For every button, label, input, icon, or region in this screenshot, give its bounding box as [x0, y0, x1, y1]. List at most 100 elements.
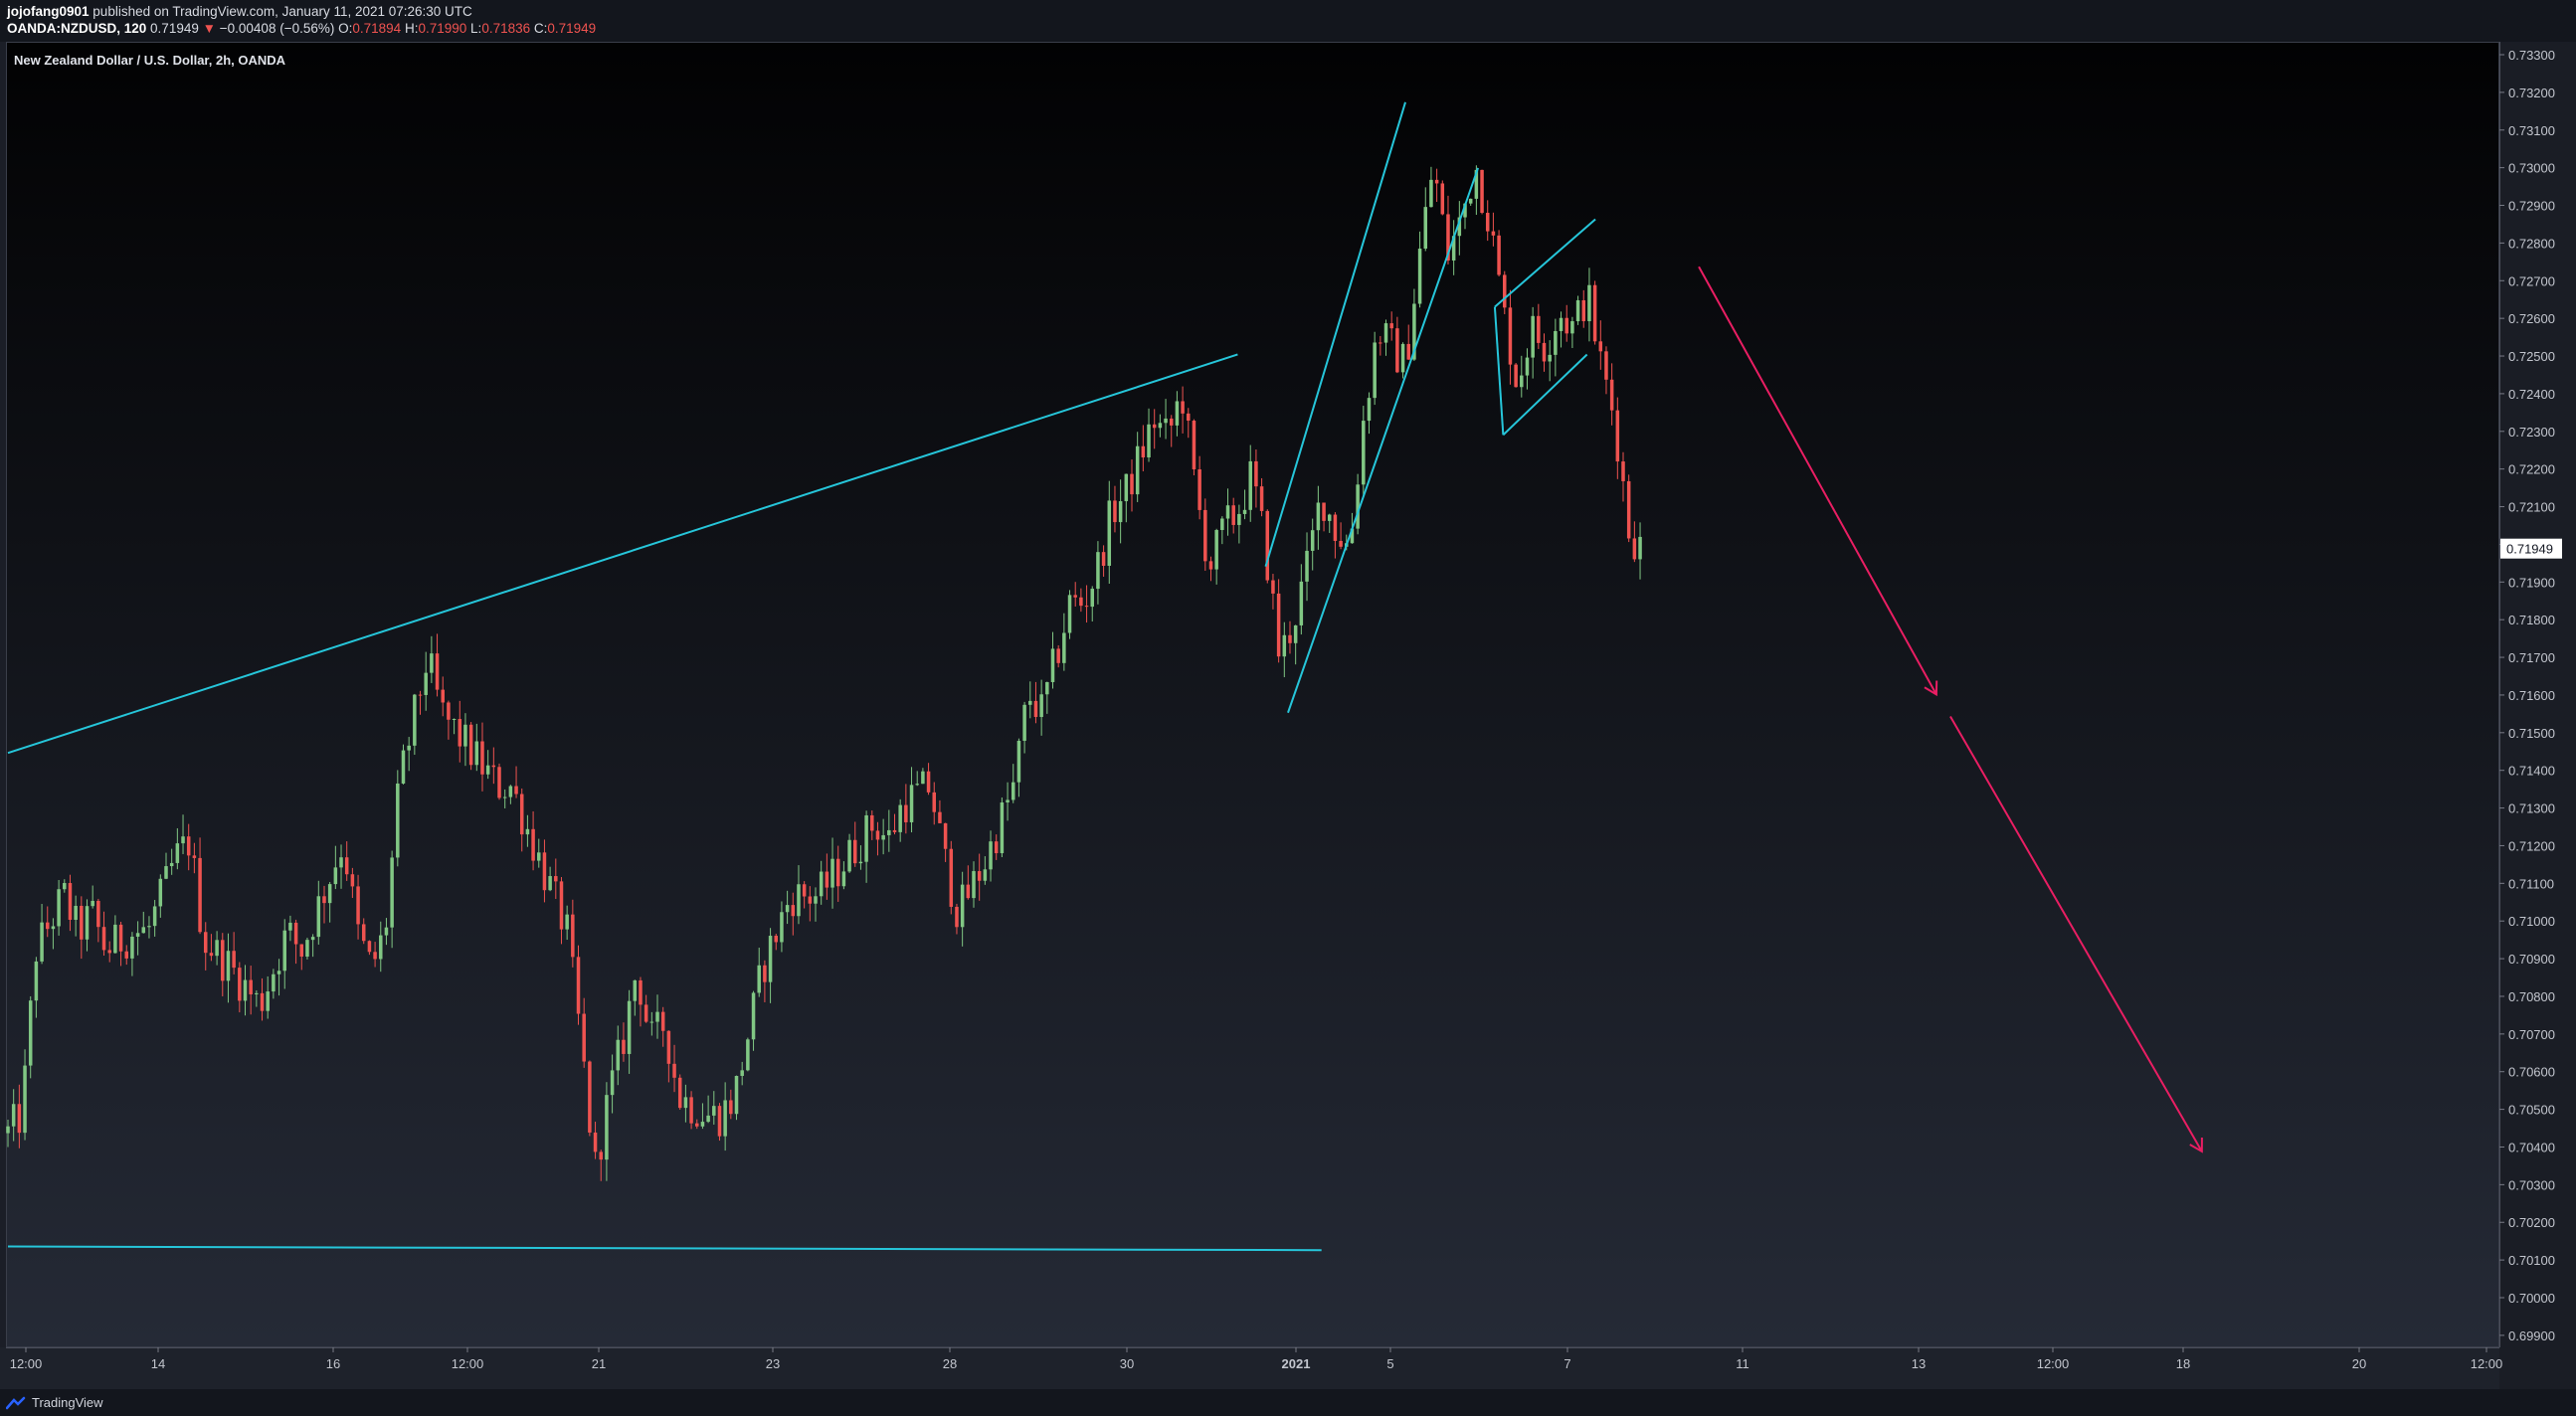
candle-down	[571, 914, 575, 958]
candle-up	[28, 1000, 33, 1066]
candle-down	[96, 900, 100, 928]
candle-down	[932, 792, 937, 812]
candle-up	[508, 786, 513, 797]
candle-down	[344, 857, 349, 875]
candle-down	[1485, 212, 1490, 232]
candle-up	[740, 1070, 744, 1076]
candle-down	[1208, 561, 1213, 570]
candle-down	[1379, 342, 1382, 344]
candle-down	[447, 702, 451, 720]
candle-up	[768, 936, 773, 982]
candle-down	[1446, 214, 1450, 261]
time-tick-label: 16	[326, 1356, 340, 1371]
time-tick-label: 13	[1912, 1356, 1926, 1371]
candle-up	[898, 804, 902, 832]
price-tick-label: 0.71600	[2508, 688, 2555, 703]
price-tick-label: 0.70200	[2508, 1215, 2555, 1230]
candle-up	[141, 927, 146, 934]
candle-down	[1434, 179, 1439, 184]
candle-down	[695, 1123, 699, 1127]
candle-up	[655, 1011, 659, 1022]
candle-down	[1130, 473, 1134, 495]
candle-down	[1084, 606, 1089, 608]
time-tick-label: 21	[592, 1356, 606, 1371]
candle-up	[1474, 169, 1479, 199]
candle-up	[1135, 445, 1140, 495]
price-chart[interactable]: 0.73300 0.73200 0.73100 0.73000 0.72900 0.728…	[0, 42, 2576, 1389]
candle-up	[841, 871, 846, 887]
candle-down	[350, 874, 355, 887]
candle-down	[491, 765, 496, 768]
candle-up	[91, 900, 94, 907]
candle-up	[1028, 700, 1032, 705]
chart-title: New Zealand Dollar / U.S. Dollar, 2h, OA…	[14, 53, 286, 68]
candle-down	[1564, 317, 1568, 334]
price-tick-label: 0.70700	[2508, 1027, 2555, 1042]
candle-down	[689, 1097, 693, 1124]
candle-down	[1079, 597, 1083, 607]
candle-down	[1632, 538, 1637, 560]
candle-down	[186, 836, 191, 856]
candle-down	[1322, 502, 1326, 521]
candle-up	[819, 871, 824, 897]
candle-down	[1389, 323, 1393, 329]
price-tick-label: 0.70800	[2508, 989, 2555, 1004]
candle-down	[480, 741, 484, 775]
candle-down	[582, 1013, 586, 1062]
candle-up	[1147, 424, 1151, 457]
candle-up	[305, 940, 309, 957]
candle-down	[943, 822, 948, 849]
candle-down	[1514, 364, 1518, 388]
candle-down	[1101, 552, 1106, 566]
price-tick-label: 0.70100	[2508, 1253, 2555, 1268]
candle-down	[774, 936, 779, 943]
candle-down	[994, 841, 999, 854]
candle-up	[610, 1070, 615, 1096]
candle-up	[1310, 530, 1315, 551]
flag-left	[1493, 306, 1505, 436]
candle-up	[272, 974, 276, 992]
price-axis-labels: 0.73300 0.73200 0.73100 0.73000 0.72900 0.728…	[2499, 48, 2555, 1343]
projection-arrow-1	[1698, 266, 1938, 697]
candle-up	[463, 724, 467, 747]
open-value: 0.71894	[352, 21, 402, 36]
candle-up	[424, 672, 428, 695]
last-price-marker: 0.71949	[2500, 538, 2562, 559]
candle-up	[1451, 236, 1456, 261]
candle-up	[983, 869, 988, 881]
chart-area[interactable]: 0.73300 0.73200 0.73100 0.73000 0.72900 0.728…	[0, 42, 2576, 1389]
footer-brand[interactable]: TradingView	[32, 1395, 103, 1410]
candle-up	[1373, 342, 1377, 399]
candle-down	[1621, 461, 1625, 481]
candle-up	[169, 862, 174, 867]
candle-up	[1520, 375, 1524, 388]
candle-up	[85, 906, 90, 940]
candles-layer	[6, 165, 1642, 1181]
tradingview-logo-icon[interactable]	[6, 1395, 28, 1411]
candle-up	[74, 905, 78, 921]
last-price-tag-label: 0.71949	[2506, 542, 2553, 557]
time-tick-label: 11	[1736, 1356, 1749, 1371]
candle-down	[80, 905, 84, 940]
candle-up	[1531, 315, 1535, 358]
candle-up	[706, 1115, 710, 1123]
candle-up	[921, 771, 925, 785]
drawings-layer	[7, 101, 2203, 1252]
author-name[interactable]: jojofang0901	[7, 4, 90, 19]
candle-up	[316, 896, 321, 938]
candle-down	[808, 896, 813, 904]
close-label: C:	[533, 21, 548, 36]
candle-down	[875, 830, 880, 840]
candle-up	[683, 1097, 688, 1109]
plot-background	[6, 42, 2498, 1346]
candle-down	[1339, 540, 1343, 547]
candle-down	[198, 857, 202, 933]
candle-up	[565, 914, 569, 930]
candle-up	[379, 935, 383, 960]
time-tick-label: 12:00	[452, 1356, 484, 1371]
price-tick-label: 0.71300	[2508, 801, 2555, 816]
price-tick-label: 0.70900	[2508, 952, 2555, 967]
candle-up	[1164, 418, 1168, 424]
candle-down	[644, 1004, 648, 1022]
candle-down	[361, 924, 366, 942]
